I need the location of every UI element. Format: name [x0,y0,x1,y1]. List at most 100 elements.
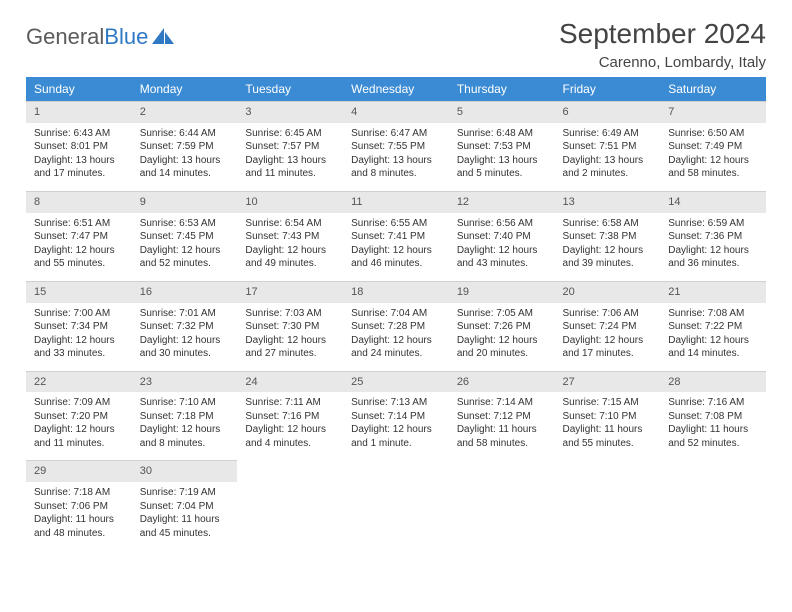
day-line: Daylight: 12 hours [563,334,653,348]
day-line: Daylight: 12 hours [245,334,335,348]
day-line: Sunrise: 6:55 AM [351,217,441,231]
day-number: 18 [343,281,449,303]
day-body: Sunrise: 7:18 AMSunset: 7:06 PMDaylight:… [26,482,132,550]
day-number: 24 [237,371,343,393]
day-line: and 11 minutes. [34,437,124,451]
day-number: 28 [660,371,766,393]
day-number: 25 [343,371,449,393]
calendar-cell: 7Sunrise: 6:50 AMSunset: 7:49 PMDaylight… [660,101,766,191]
day-number: 9 [132,191,238,213]
day-line: Daylight: 13 hours [351,154,441,168]
location: Carenno, Lombardy, Italy [559,54,766,71]
day-line: Sunset: 7:22 PM [668,320,758,334]
day-number: 23 [132,371,238,393]
day-line: Daylight: 13 hours [245,154,335,168]
day-line: Daylight: 12 hours [34,423,124,437]
day-header-row: Sunday Monday Tuesday Wednesday Thursday… [26,77,766,101]
day-line: and 52 minutes. [140,257,230,271]
day-line: Sunset: 7:08 PM [668,410,758,424]
logo-sail-icon [152,28,174,46]
day-line: Daylight: 12 hours [140,244,230,258]
day-number: 5 [449,101,555,123]
day-line: and 33 minutes. [34,347,124,361]
day-line: and 58 minutes. [668,167,758,181]
day-body: Sunrise: 7:13 AMSunset: 7:14 PMDaylight:… [343,392,449,460]
day-line: Sunrise: 7:04 AM [351,307,441,321]
day-line: and 48 minutes. [34,527,124,541]
day-line: Daylight: 12 hours [245,244,335,258]
day-line: Daylight: 11 hours [563,423,653,437]
day-body: Sunrise: 6:47 AMSunset: 7:55 PMDaylight:… [343,123,449,191]
calendar-cell: 23Sunrise: 7:10 AMSunset: 7:18 PMDayligh… [132,371,238,461]
calendar-row: 29Sunrise: 7:18 AMSunset: 7:06 PMDayligh… [26,460,766,550]
day-body: Sunrise: 7:00 AMSunset: 7:34 PMDaylight:… [26,303,132,371]
day-line: Sunset: 7:16 PM [245,410,335,424]
day-body: Sunrise: 6:58 AMSunset: 7:38 PMDaylight:… [555,213,661,281]
day-line: Sunrise: 7:19 AM [140,486,230,500]
day-line: Sunrise: 7:10 AM [140,396,230,410]
day-line: Sunrise: 7:03 AM [245,307,335,321]
day-body: Sunrise: 7:19 AMSunset: 7:04 PMDaylight:… [132,482,238,550]
day-number: 20 [555,281,661,303]
day-body: Sunrise: 7:10 AMSunset: 7:18 PMDaylight:… [132,392,238,460]
calendar-cell: 21 Sunrise: 7:08 AMSunset: 7:22 PMDayligh… [660,281,766,371]
day-body: Sunrise: 6:43 AMSunset: 8:01 PMDaylight:… [26,123,132,191]
calendar-cell: 29Sunrise: 7:18 AMSunset: 7:06 PMDayligh… [26,460,132,550]
day-line: Sunset: 7:26 PM [457,320,547,334]
day-line: Sunrise: 6:53 AM [140,217,230,231]
day-body: Sunrise: 6:54 AMSunset: 7:43 PMDaylight:… [237,213,343,281]
calendar-cell: 6Sunrise: 6:49 AMSunset: 7:51 PMDaylight… [555,101,661,191]
day-line: Sunrise: 7:13 AM [351,396,441,410]
day-line: and 45 minutes. [140,527,230,541]
calendar-cell: 19Sunrise: 7:05 AMSunset: 7:26 PMDayligh… [449,281,555,371]
calendar-row: 1Sunrise: 6:43 AMSunset: 8:01 PMDaylight… [26,101,766,191]
day-number: 21 [660,281,766,303]
day-number: 29 [26,460,132,482]
day-line: Sunrise: 7:00 AM [34,307,124,321]
calendar-cell: 22Sunrise: 7:09 AMSunset: 7:20 PMDayligh… [26,371,132,461]
day-line: Daylight: 12 hours [140,334,230,348]
day-body: Sunrise: 7:05 AMSunset: 7:26 PMDaylight:… [449,303,555,371]
day-number: 2 [132,101,238,123]
day-body: Sunrise: 7:01 AMSunset: 7:32 PMDaylight:… [132,303,238,371]
day-line: Sunrise: 7:01 AM [140,307,230,321]
day-body: Sunrise: 7:06 AMSunset: 7:24 PMDaylight:… [555,303,661,371]
day-body: Sunrise: 6:45 AMSunset: 7:57 PMDaylight:… [237,123,343,191]
day-line: and 5 minutes. [457,167,547,181]
day-line: and 14 minutes. [140,167,230,181]
day-line: Sunrise: 6:54 AM [245,217,335,231]
day-line: Sunrise: 6:45 AM [245,127,335,141]
day-line: and 17 minutes. [563,347,653,361]
day-line: Sunset: 7:32 PM [140,320,230,334]
day-line: Sunrise: 6:44 AM [140,127,230,141]
day-body: Sunrise: 6:56 AMSunset: 7:40 PMDaylight:… [449,213,555,281]
day-line: and 24 minutes. [351,347,441,361]
day-body: Sunrise: 7:11 AMSunset: 7:16 PMDaylight:… [237,392,343,460]
day-line: and 39 minutes. [563,257,653,271]
calendar-cell: 3Sunrise: 6:45 AMSunset: 7:57 PMDaylight… [237,101,343,191]
calendar-cell: 27Sunrise: 7:15 AMSunset: 7:10 PMDayligh… [555,371,661,461]
day-line: Sunrise: 7:08 AM [668,307,758,321]
day-line: Daylight: 12 hours [668,334,758,348]
day-line: Sunset: 7:20 PM [34,410,124,424]
day-line: and 30 minutes. [140,347,230,361]
day-line: Daylight: 12 hours [351,244,441,258]
day-number: 19 [449,281,555,303]
day-line: Sunrise: 6:59 AM [668,217,758,231]
day-line: and 8 minutes. [140,437,230,451]
day-line: and 2 minutes. [563,167,653,181]
day-line: Sunrise: 7:16 AM [668,396,758,410]
day-line: and 49 minutes. [245,257,335,271]
day-header: Sunday [26,77,132,101]
day-line: and 14 minutes. [668,347,758,361]
day-line: and 43 minutes. [457,257,547,271]
day-line: Sunset: 7:18 PM [140,410,230,424]
day-line: and 36 minutes. [668,257,758,271]
day-body: Sunrise: 7:03 AMSunset: 7:30 PMDaylight:… [237,303,343,371]
day-line: Daylight: 13 hours [140,154,230,168]
day-line: Daylight: 11 hours [668,423,758,437]
day-line: Sunset: 7:24 PM [563,320,653,334]
calendar-cell: 12Sunrise: 6:56 AMSunset: 7:40 PMDayligh… [449,191,555,281]
day-line: Sunrise: 7:09 AM [34,396,124,410]
day-number: 4 [343,101,449,123]
